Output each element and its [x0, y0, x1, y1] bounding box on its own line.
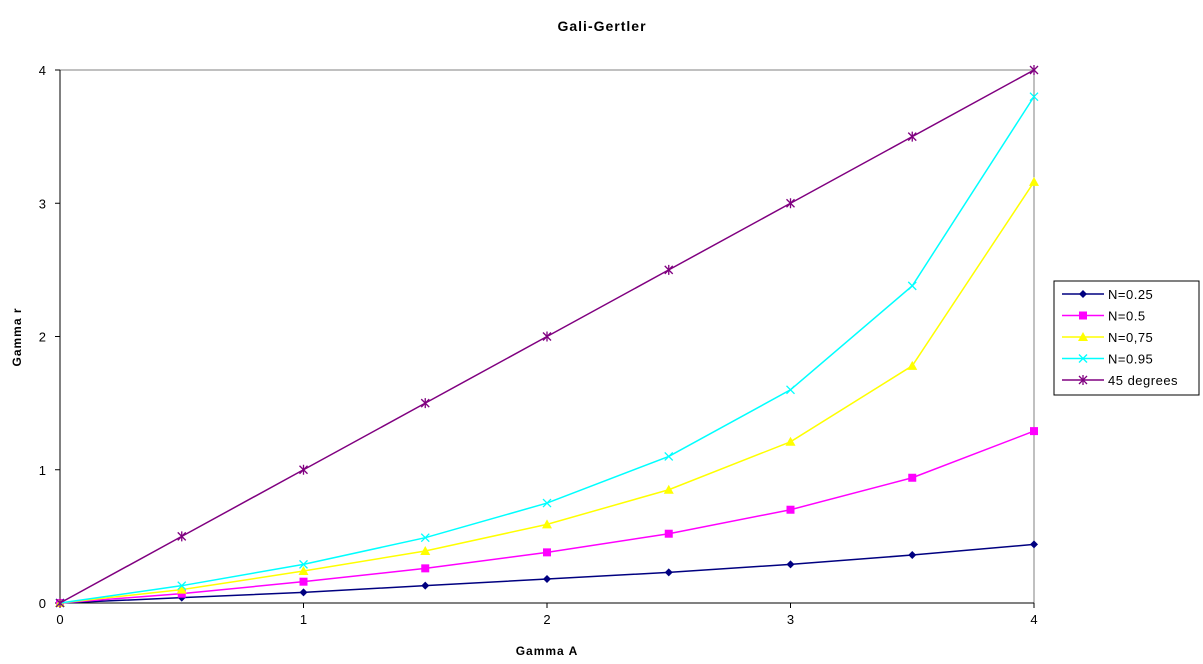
legend-box	[1053, 280, 1200, 396]
legend-item: N=0.95	[1062, 352, 1153, 367]
series-layer	[55, 65, 1039, 608]
data-point	[421, 581, 430, 590]
data-point	[299, 588, 308, 597]
data-point	[1029, 176, 1039, 186]
data-point	[542, 331, 552, 342]
data-point	[177, 581, 187, 591]
data-point	[663, 484, 674, 494]
data-point	[664, 529, 673, 538]
legend-marker	[1078, 375, 1088, 385]
legend-item: N=0.25	[1062, 287, 1153, 302]
data-point	[1030, 427, 1038, 436]
data-point	[907, 281, 917, 291]
legend-label: N=0.5	[1108, 309, 1146, 324]
data-point	[420, 533, 430, 543]
x-tick-label: 1	[300, 612, 307, 627]
x-tick-label: 2	[543, 612, 550, 627]
data-point	[1030, 540, 1038, 549]
legend-label: N=0.25	[1108, 287, 1153, 302]
data-point	[421, 564, 430, 573]
data-point	[176, 584, 187, 594]
data-point	[664, 568, 673, 577]
y-tick-label: 1	[39, 463, 46, 478]
legend-marker	[1078, 354, 1088, 363]
data-point	[908, 473, 917, 482]
data-point	[177, 531, 187, 542]
data-point	[785, 436, 796, 446]
data-point	[542, 498, 552, 508]
data-point	[907, 360, 918, 370]
legend-marker	[1079, 290, 1087, 298]
legend-item: N=0,75	[1062, 330, 1153, 345]
legend-marker	[1079, 311, 1087, 320]
legend-label: N=0.95	[1108, 352, 1153, 367]
y-tick-label: 3	[39, 196, 46, 211]
data-point	[1029, 65, 1039, 75]
series-3	[55, 92, 1039, 608]
data-point	[664, 451, 674, 461]
data-point	[55, 598, 65, 608]
y-tick-label: 2	[39, 330, 46, 345]
y-tick-label: 0	[39, 596, 46, 611]
data-point	[420, 546, 431, 556]
data-point	[299, 464, 308, 475]
x-tick-label: 3	[787, 612, 794, 627]
legend-marker	[1078, 332, 1088, 341]
data-point	[664, 264, 674, 275]
series-4	[55, 65, 1039, 608]
data-point	[786, 385, 795, 395]
data-point	[786, 198, 795, 209]
x-axis-label: Gamma A	[516, 644, 579, 658]
data-point	[420, 398, 430, 409]
data-point	[299, 559, 308, 569]
data-point	[542, 519, 552, 529]
data-point	[298, 566, 309, 576]
data-point	[908, 551, 917, 560]
legend-label: N=0,75	[1108, 330, 1153, 345]
legend: N=0.25 N=0.5 N=0,75 N=0.95 45 degrees	[1053, 280, 1200, 396]
data-point	[1029, 92, 1039, 102]
y-axis-ticks: 0 1 2 3 4	[39, 63, 60, 611]
legend-items: N=0.25 N=0.5 N=0,75 N=0.95 45 degrees	[1062, 287, 1178, 388]
x-axis-ticks: 0 1 2 3 4	[56, 603, 1038, 627]
y-tick-label: 4	[39, 63, 46, 78]
legend-item: 45 degrees	[1062, 373, 1178, 388]
data-point	[786, 560, 795, 569]
legend-item: N=0.5	[1062, 309, 1146, 324]
x-tick-label: 0	[56, 612, 63, 627]
chart-title: Gali-Gertler	[557, 18, 646, 34]
x-tick-label: 4	[1030, 612, 1037, 627]
data-point	[907, 131, 917, 142]
data-point	[786, 505, 795, 514]
y-axis-label: Gamma r	[10, 307, 24, 366]
data-point	[543, 548, 551, 557]
data-point	[543, 575, 551, 584]
data-point	[299, 577, 308, 586]
legend-label: 45 degrees	[1108, 373, 1178, 388]
